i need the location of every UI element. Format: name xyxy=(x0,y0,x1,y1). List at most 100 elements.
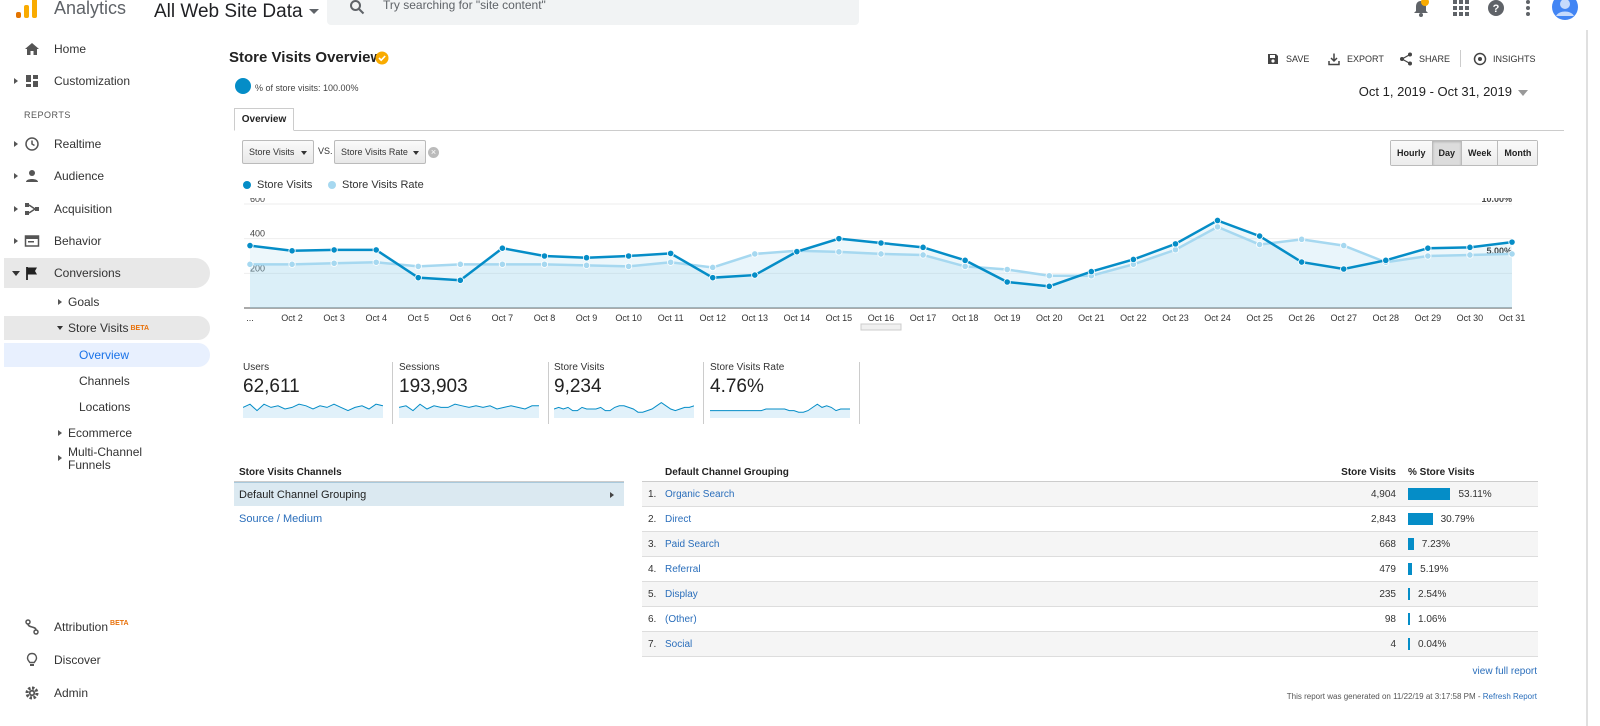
chevron-down-icon xyxy=(413,151,419,155)
sidebar-item-acquisition[interactable]: Acquisition xyxy=(4,194,210,224)
sidebar-item-behavior[interactable]: Behavior xyxy=(4,226,210,256)
export-button[interactable]: EXPORT xyxy=(1327,52,1384,66)
row-channel-link[interactable]: Direct xyxy=(665,514,691,525)
scrollbar-track[interactable] xyxy=(1586,30,1588,726)
column-header-store-visits[interactable]: Store Visits xyxy=(1341,467,1396,478)
sidebar-item-admin[interactable]: Admin xyxy=(4,678,210,708)
sidebar-item-multi-channel-funnels[interactable]: Multi-Channel Funnels xyxy=(56,446,142,476)
data-point-0 xyxy=(1383,257,1389,263)
sidebar-item-home[interactable]: Home xyxy=(4,34,210,64)
data-point-0 xyxy=(920,244,926,250)
primary-metric-dropdown[interactable]: Store Visits xyxy=(242,140,314,164)
export-label: EXPORT xyxy=(1347,54,1384,64)
scorecard-divider xyxy=(548,362,549,424)
apps-icon[interactable] xyxy=(1451,0,1471,18)
row-channel-link[interactable]: Display xyxy=(665,589,698,600)
column-header-pct-store-visits[interactable]: % Store Visits xyxy=(1408,467,1475,478)
x-tick-label: Oct 22 xyxy=(1120,313,1147,323)
help-icon[interactable]: ? xyxy=(1486,0,1506,18)
expand-icon xyxy=(58,299,62,305)
legend-store-visits[interactable]: Store Visits xyxy=(243,179,312,191)
channel-option-default-grouping[interactable]: Default Channel Grouping xyxy=(234,482,624,506)
segment-dot-icon[interactable] xyxy=(235,78,251,94)
sidebar-item-label: Admin xyxy=(54,686,88,700)
sidebar-item-customization[interactable]: Customization xyxy=(4,66,210,96)
granularity-week-button[interactable]: Week xyxy=(1462,141,1498,165)
notifications-icon[interactable] xyxy=(1411,0,1431,18)
data-point-1 xyxy=(1004,266,1010,272)
sidebar-item-overview[interactable]: Overview xyxy=(4,343,210,367)
sidebar-item-realtime[interactable]: Realtime xyxy=(4,129,210,159)
row-store-visits: 98 xyxy=(1385,614,1396,625)
compare-metric-label: Store Visits Rate xyxy=(341,147,408,157)
more-vert-icon[interactable] xyxy=(1518,0,1538,18)
sidebar-item-label: Overview xyxy=(79,348,129,362)
data-point-0 xyxy=(1004,279,1010,285)
scorecard-store-visits-rate[interactable]: Store Visits Rate 4.76% xyxy=(710,362,860,424)
attribution-icon xyxy=(24,619,40,635)
store-visits-chart[interactable]: 600 400 200 10.00% 5.00%... Oct 2 Oct 3 Oct 4 Oc… xyxy=(244,198,1534,338)
granularity-hourly-button[interactable]: Hourly xyxy=(1391,141,1433,165)
sidebar-item-locations[interactable]: Locations xyxy=(79,395,130,419)
data-point-0 xyxy=(1046,283,1052,289)
refresh-report-link[interactable]: Refresh Report xyxy=(1483,692,1537,701)
analytics-logo[interactable] xyxy=(16,0,40,18)
y-left-tick-label: 600 xyxy=(250,198,265,204)
data-point-1 xyxy=(1509,251,1515,257)
sidebar-item-ecommerce[interactable]: Ecommerce xyxy=(56,421,132,445)
row-channel-link[interactable]: Referral xyxy=(665,564,701,575)
expand-icon xyxy=(14,141,18,147)
beta-badge: BETA xyxy=(130,325,149,332)
compare-metric-dropdown[interactable]: Store Visits Rate xyxy=(334,140,426,164)
svg-text:?: ? xyxy=(1493,3,1500,15)
sidebar: Home Customization REPORTS Realtime Audi… xyxy=(4,30,228,726)
sidebar-item-label: Channels xyxy=(79,374,130,388)
row-channel-link[interactable]: Organic Search xyxy=(665,489,734,500)
sidebar-item-store-visits[interactable]: Store Visits BETA xyxy=(4,316,210,340)
granularity-month-button[interactable]: Month xyxy=(1498,141,1537,165)
save-button[interactable]: SAVE xyxy=(1266,52,1309,66)
share-button[interactable]: SHARE xyxy=(1399,52,1450,66)
row-store-visits: 4 xyxy=(1390,639,1396,650)
search-input[interactable] xyxy=(383,0,833,12)
sidebar-item-audience[interactable]: Audience xyxy=(4,161,210,191)
view-full-report-link[interactable]: view full report xyxy=(1473,666,1537,677)
scorecard-divider xyxy=(392,362,393,424)
legend-store-visits-rate[interactable]: Store Visits Rate xyxy=(328,179,424,191)
chart-collapse-handle xyxy=(861,324,901,330)
row-pct: 53.11% xyxy=(1458,489,1491,500)
property-selector[interactable]: All Web Site Data xyxy=(154,1,319,23)
sidebar-item-discover[interactable]: Discover xyxy=(4,645,210,675)
row-channel-link[interactable]: Paid Search xyxy=(665,539,719,550)
data-point-0 xyxy=(331,247,337,253)
row-channel-link[interactable]: (Other) xyxy=(665,614,697,625)
sidebar-item-attribution[interactable]: Attribution BETA xyxy=(4,612,210,642)
row-share-bar xyxy=(1408,538,1414,550)
sparkline-area xyxy=(399,404,539,418)
data-point-0 xyxy=(457,277,463,283)
granularity-day-button[interactable]: Day xyxy=(1433,141,1463,165)
channel-option-source-medium[interactable]: Source / Medium xyxy=(234,507,624,531)
clear-compare-icon[interactable]: × xyxy=(428,147,439,158)
sidebar-item-goals[interactable]: Goals xyxy=(56,290,99,314)
date-range-picker[interactable]: Oct 1, 2019 - Oct 31, 2019 xyxy=(1359,84,1528,99)
data-point-0 xyxy=(667,250,673,256)
tab-overview[interactable]: Overview xyxy=(234,108,294,131)
data-point-0 xyxy=(1509,239,1515,245)
data-point-1 xyxy=(1172,247,1178,253)
sidebar-item-label: Behavior xyxy=(54,234,101,248)
scorecard-store-visits[interactable]: Store Visits 9,234 xyxy=(554,362,704,424)
data-point-0 xyxy=(1172,241,1178,247)
scorecard-sessions[interactable]: Sessions 193,903 xyxy=(399,362,549,424)
data-point-1 xyxy=(1046,273,1052,279)
legend-dot-icon xyxy=(328,181,336,189)
account-icon[interactable] xyxy=(1552,0,1578,20)
insights-button[interactable]: INSIGHTS xyxy=(1473,52,1536,66)
data-point-1 xyxy=(1298,236,1304,242)
sidebar-item-channels[interactable]: Channels xyxy=(79,369,130,393)
row-channel-link[interactable]: Social xyxy=(665,639,692,650)
search-box[interactable] xyxy=(327,0,859,25)
sidebar-item-conversions[interactable]: Conversions xyxy=(4,258,210,288)
scorecard-users[interactable]: Users 62,611 xyxy=(243,362,393,424)
data-point-0 xyxy=(499,245,505,251)
